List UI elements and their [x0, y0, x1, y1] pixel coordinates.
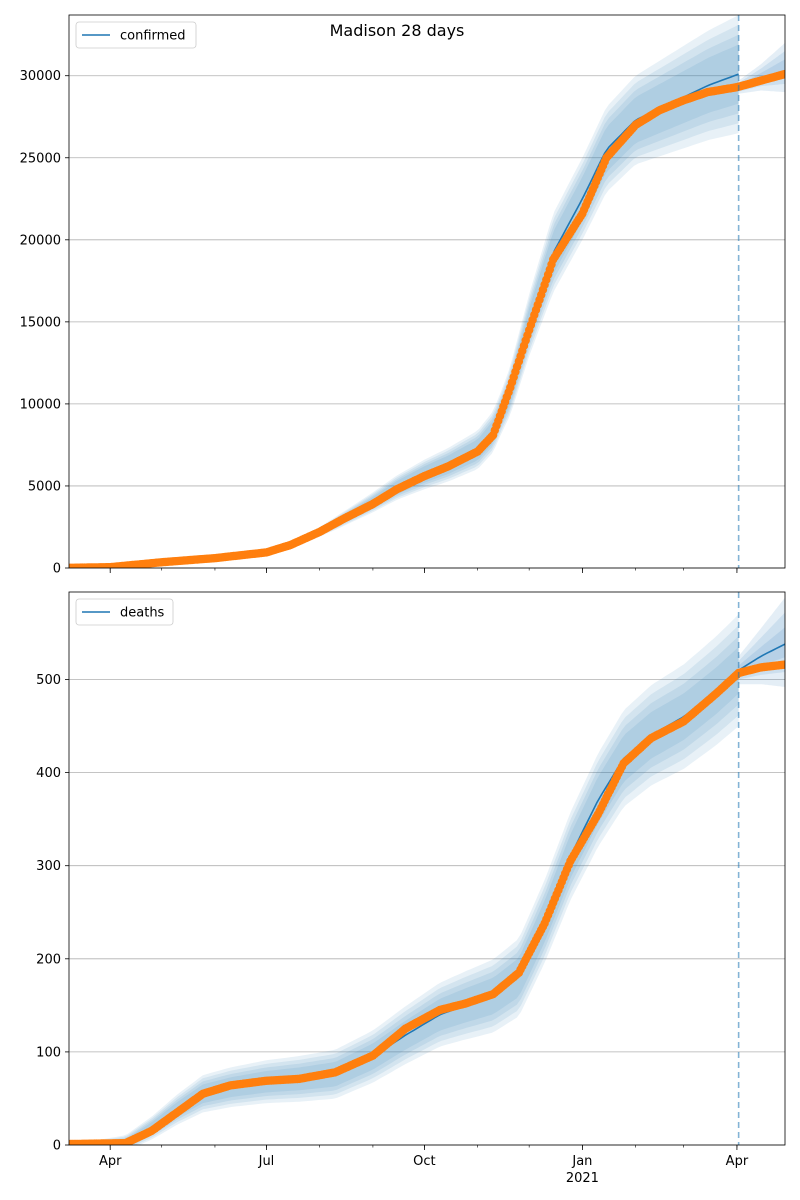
legend-label: deaths	[120, 606, 165, 621]
uncertainty-band	[69, 636, 739, 1145]
uncertainty-band	[69, 15, 739, 568]
x-tick-label: Apr	[726, 1154, 749, 1169]
y-tick-label: 0	[53, 1139, 61, 1154]
y-tick-label: 15000	[20, 315, 61, 330]
observed-point	[780, 660, 785, 669]
y-tick-label: 10000	[20, 397, 61, 412]
y-tick-label: 100	[36, 1045, 61, 1060]
y-tick-label: 20000	[20, 233, 61, 248]
legend-box	[75, 598, 174, 626]
y-tick-label: 400	[36, 766, 61, 781]
legend-box	[75, 21, 197, 49]
plot-area	[69, 597, 785, 1145]
confirmed-panel: 0 5000 10000 15000 20000 25000 30000 confirmed	[20, 14, 786, 577]
y-tick-label: 30000	[20, 69, 61, 84]
x-tick-label: Jan	[571, 1154, 592, 1169]
uncertainty-band	[69, 625, 739, 1145]
uncertainty-band	[69, 34, 739, 568]
x-tick-label: Apr	[99, 1154, 122, 1169]
y-tick-label: 25000	[20, 151, 61, 166]
uncertainty-band	[69, 24, 739, 568]
axes-frame	[68, 591, 786, 1146]
uncertainty-band	[69, 614, 739, 1145]
y-tick-label: 0	[53, 562, 61, 577]
y-tick-label: 300	[36, 859, 61, 874]
x-tick-label: Oct	[413, 1154, 435, 1169]
y-tick-label: 5000	[28, 479, 61, 494]
y-tick-label: 200	[36, 952, 61, 967]
deaths-panel: 0 100 200 300 400 500 Apr Jul Oct Jan 2021 Apr death…	[36, 591, 786, 1186]
observed-point	[780, 69, 785, 79]
x-tick-sublabel: 2021	[566, 1171, 599, 1186]
uncertainty-band	[69, 44, 739, 568]
uncertainty-band	[69, 646, 739, 1145]
axes-frame	[68, 14, 786, 569]
figure-title: Madison 28 days	[330, 21, 465, 40]
legend-label: confirmed	[120, 29, 186, 44]
y-tick-label: 500	[36, 673, 61, 688]
plot-area	[69, 15, 785, 568]
x-tick-label: Jul	[258, 1154, 275, 1169]
